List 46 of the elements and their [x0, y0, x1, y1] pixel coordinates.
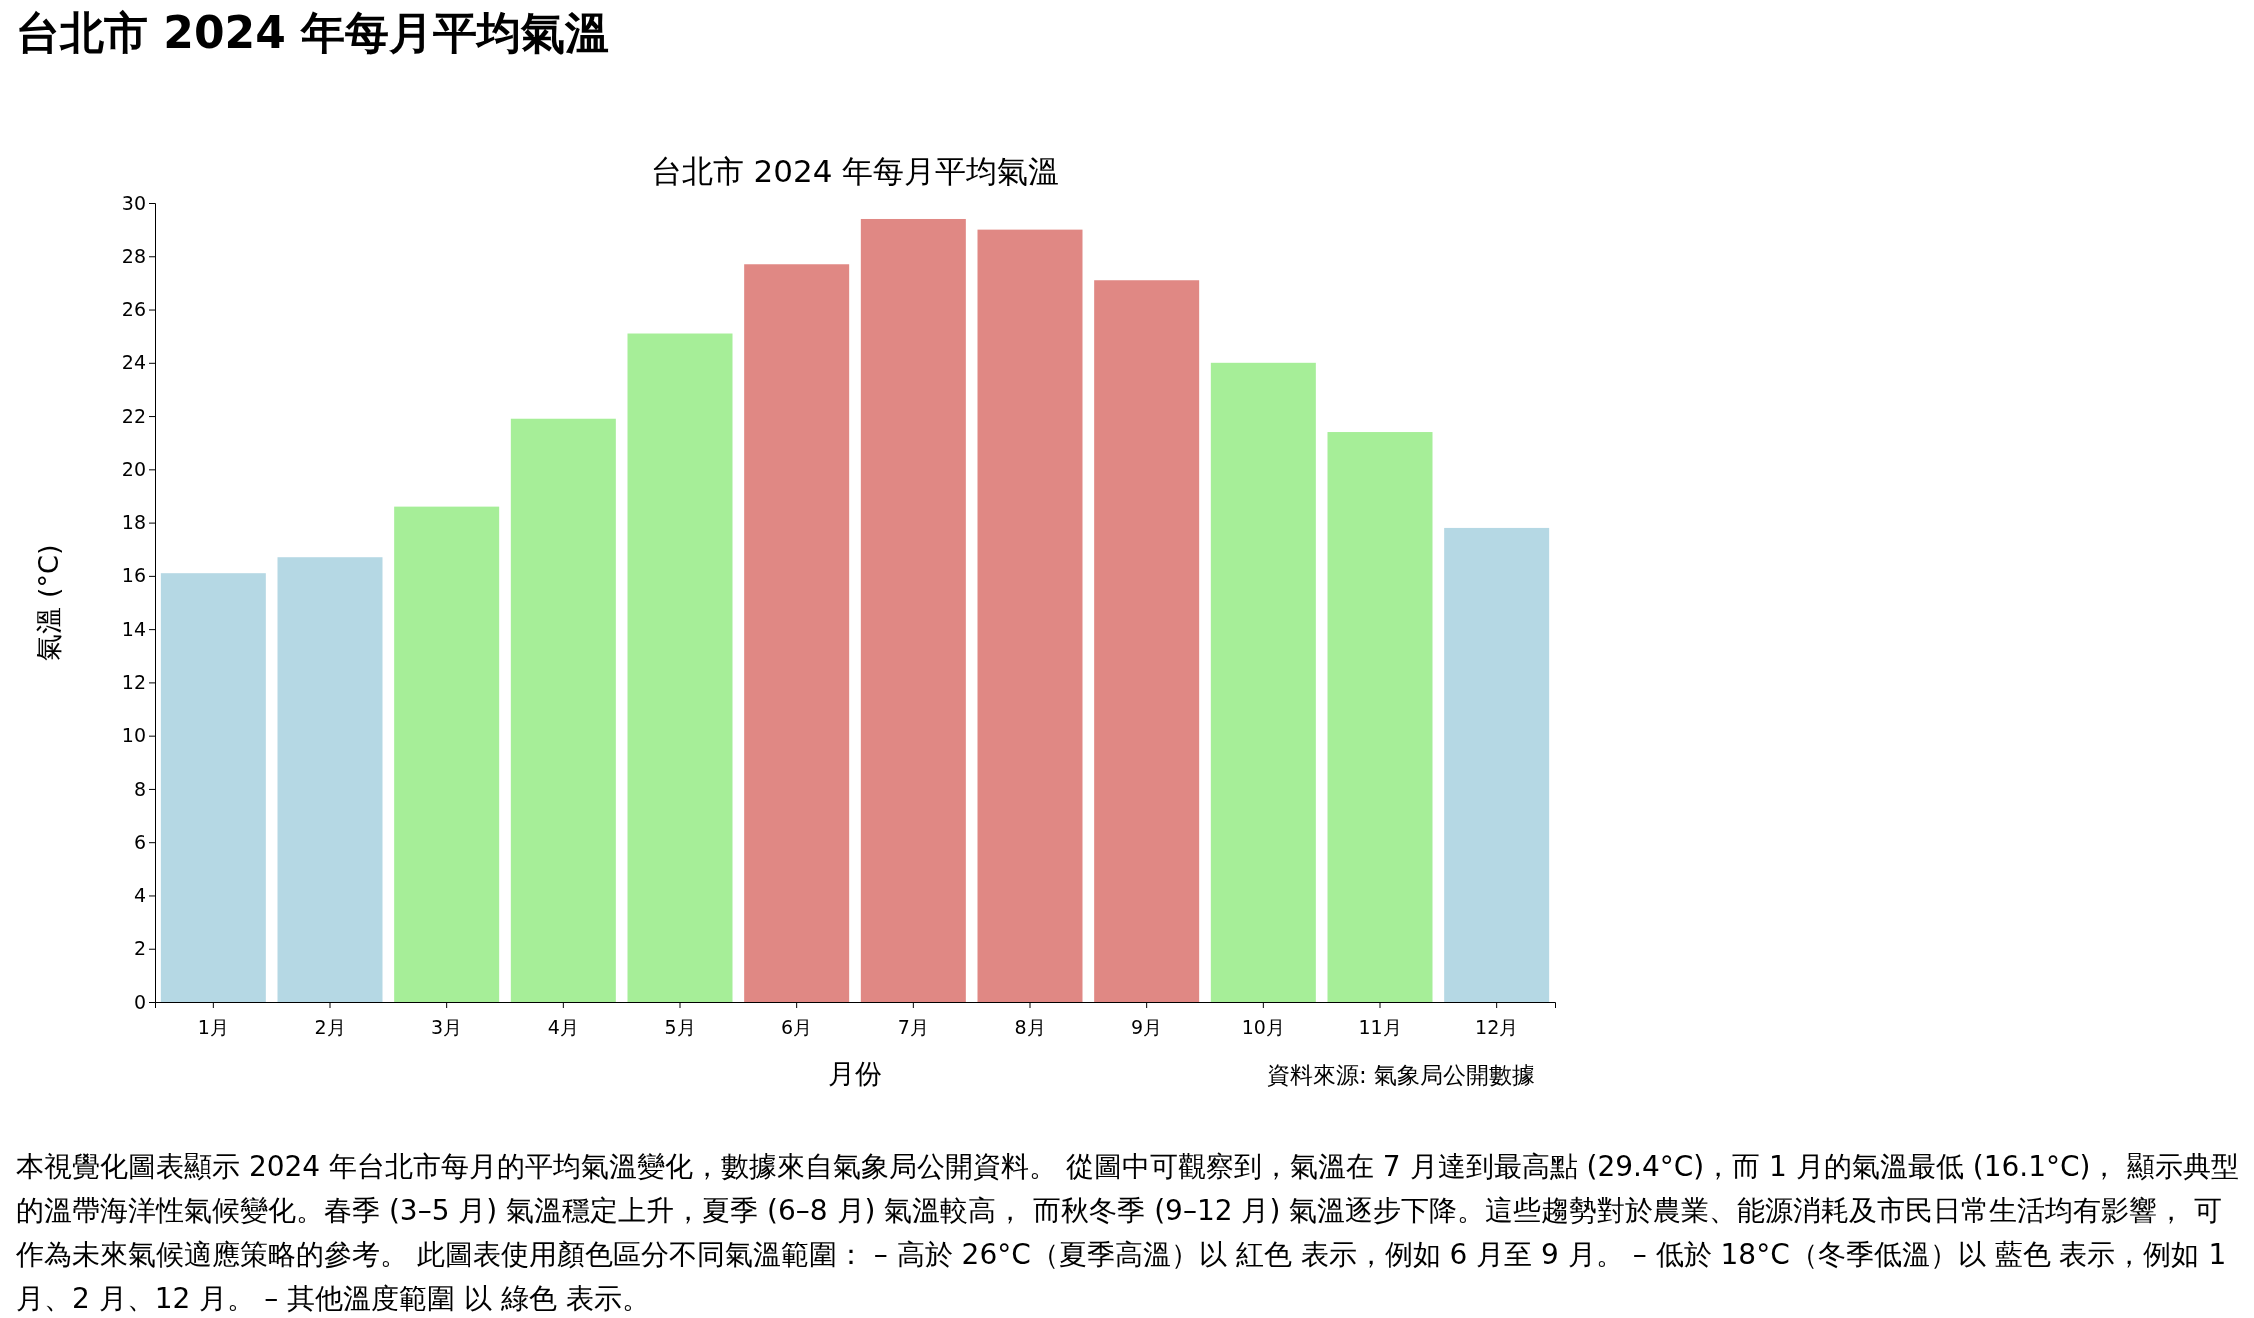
- bar: [1210, 362, 1316, 1002]
- chart-title: 台北市 2024 年每月平均氣溫: [16, 7, 610, 58]
- bar: [1327, 432, 1433, 1002]
- bar: [860, 218, 966, 1002]
- x-tick-label: 3月: [431, 1015, 463, 1038]
- y-tick-label: 14: [121, 617, 146, 640]
- y-tick-label: 6: [133, 830, 146, 853]
- x-tick-label: 5月: [664, 1015, 696, 1038]
- y-tick-label: 30: [121, 191, 146, 214]
- y-tick-label: 20: [121, 457, 146, 480]
- y-tick-label: 28: [121, 244, 146, 267]
- bar: [1094, 280, 1200, 1002]
- x-tick-label: 8月: [1014, 1015, 1046, 1038]
- source-note: 資料來源: 氣象局公開數據: [1266, 1062, 1535, 1088]
- x-tick-label: 11月: [1358, 1015, 1402, 1038]
- y-axis-title: 氣溫 (°C): [33, 544, 64, 661]
- x-tick-label: 1月: [197, 1015, 229, 1038]
- y-tick-label: 0: [133, 990, 146, 1013]
- bar: [510, 418, 616, 1002]
- y-tick-label: 18: [121, 511, 146, 534]
- x-tick-label: 9月: [1131, 1015, 1163, 1038]
- y-tick-label: 26: [121, 298, 146, 321]
- bar: [394, 506, 500, 1002]
- y-tick-label: 4: [133, 884, 146, 907]
- x-axis-title: 月份: [828, 1058, 882, 1089]
- x-tick-label: 2月: [314, 1015, 346, 1038]
- bar: [277, 557, 383, 1002]
- y-tick-label: 2: [133, 937, 146, 960]
- bar: [627, 333, 733, 1002]
- x-tick-label: 12月: [1475, 1015, 1519, 1038]
- y-tick-label: 12: [121, 670, 146, 693]
- chart-title: 台北市 2024 年每月平均氣溫: [650, 153, 1060, 189]
- y-tick-label: 22: [121, 404, 146, 427]
- text: 本視覺化圖表顯示 2024 年台北市每月的平均氣溫變化，數據來自氣象局公開資料。 從圖中可觀察到，氣溫在 7 月達到最高點 (29.4°C)，而 1 月的氣溫最低 (16.1°C)， 顯示典型的溫帶海洋性氣候變化。春季 (3–5 月) 氣溫穩定上升，夏季 (6–8 月) 氣溫較高， 而秋冬季 (9–12 月) 氣溫逐步下降。這些趨勢對於農業、能源消耗及市民日常生活均有影響， 可作為未來氣候適應策略的參考。 此圖表使用顏色區分不同氣溫範圍： – 高於 26°C（夏季高溫）以 紅色 表示，例如 6 月至 9 月。 – 低於 18°C（冬季低溫）以 藍色 表示，例如 1 月、2 月、12 月。 – 其他溫度範圍 以 綠色 表示。: [16, 1149, 2241, 1317]
- y-tick-label: 16: [121, 564, 146, 587]
- x-tick-label: 6月: [781, 1015, 813, 1038]
- bar: [744, 264, 850, 1002]
- y-tick-label: 8: [133, 777, 146, 800]
- bar: [977, 229, 1083, 1002]
- x-tick-label: 10月: [1241, 1015, 1285, 1038]
- x-tick-label: 4月: [547, 1015, 579, 1038]
- y-tick-label: 10: [121, 724, 146, 747]
- bar: [1444, 527, 1550, 1002]
- x-tick-label: 7月: [897, 1015, 929, 1038]
- y-tick-label: 24: [121, 351, 146, 374]
- bar: [160, 573, 266, 1002]
